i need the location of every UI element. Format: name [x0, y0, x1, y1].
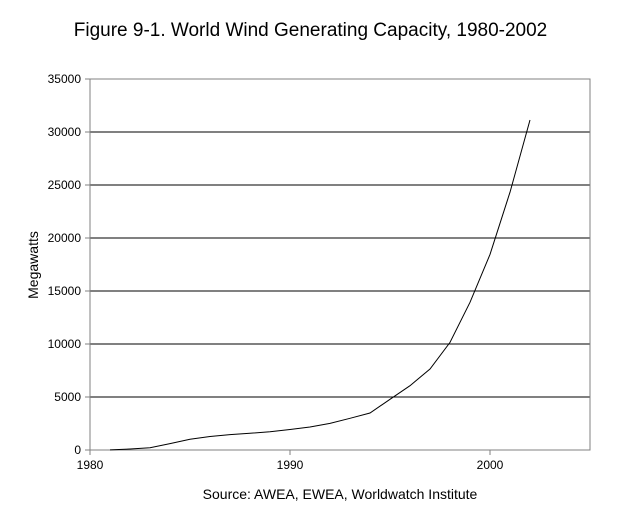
series-line-0 [109, 119, 531, 451]
y-tick-label-35000: 35000 [48, 72, 82, 86]
gridlines [90, 131, 590, 398]
x-tick-label-2000: 2000 [477, 458, 504, 472]
x-tick-label-1980: 1980 [77, 458, 104, 472]
x-tick-label-1990: 1990 [277, 458, 304, 472]
y-tick-label-10000: 10000 [48, 337, 82, 351]
y-tick-label-25000: 25000 [48, 178, 82, 192]
series-group [109, 119, 531, 451]
source-note: Source: AWEA, EWEA, Worldwatch Institute [202, 486, 478, 502]
y-tick-label-0: 0 [74, 443, 81, 457]
tick-labels: 0 5000 10000 15000 20000 25000 30000 35000 1980 1… [48, 72, 504, 472]
chart-title: Figure 9-1. World Wind Generating Capaci… [73, 20, 548, 41]
plot-area [89, 78, 591, 451]
y-tick-label-20000: 20000 [48, 231, 82, 245]
y-tick-label-15000: 15000 [48, 284, 82, 298]
y-tick-label-5000: 5000 [54, 390, 81, 404]
y-tick-label-30000: 30000 [48, 125, 82, 139]
